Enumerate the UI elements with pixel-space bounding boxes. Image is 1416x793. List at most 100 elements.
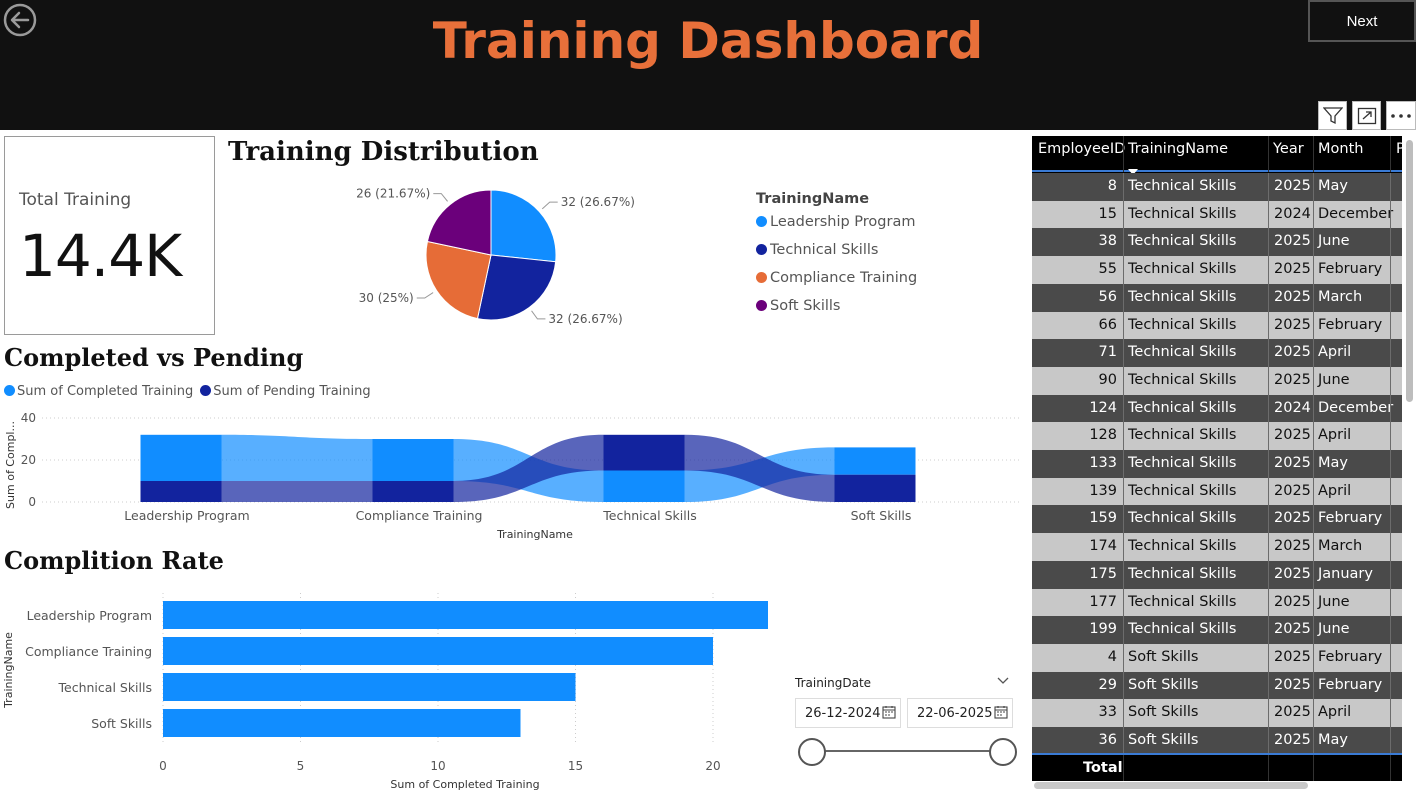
pie-legend-item[interactable]: Leadership Program	[756, 214, 915, 230]
column-header-employeeid[interactable]: EmployeeID	[1038, 141, 1126, 157]
column-divider	[1313, 477, 1314, 506]
cell-trainingname: Technical Skills	[1128, 371, 1237, 388]
page-title: Training Dashboard	[432, 12, 984, 70]
column-divider	[1268, 477, 1269, 506]
x-tick-label: 15	[568, 759, 583, 773]
column-divider	[1313, 394, 1314, 423]
completion-bar	[163, 673, 576, 701]
column-divider	[1313, 588, 1314, 617]
cell-year: 2025	[1274, 178, 1311, 194]
column-divider	[1268, 616, 1269, 645]
cp-legend-item[interactable]: Sum of Pending Training	[200, 384, 371, 399]
table-row[interactable]: 139 Technical Skills 2025 April	[1032, 477, 1402, 506]
chevron-down-icon[interactable]	[996, 672, 1010, 691]
completed-pending-chart[interactable]: 0 20 40 Sum of Compl... TrainingName Leadersh…	[0, 405, 1025, 545]
table-row[interactable]: 36 Soft Skills 2025 May	[1032, 727, 1402, 755]
table-row[interactable]: 199 Technical Skills 2025 June	[1032, 616, 1402, 645]
table-row[interactable]: 175 Technical Skills 2025 January	[1032, 560, 1402, 589]
bar-pending	[140, 481, 222, 502]
end-date-input[interactable]: 22-06-2025	[907, 698, 1013, 728]
slicer-label: TrainingDate	[795, 676, 872, 690]
cell-month: December	[1318, 205, 1394, 222]
pie-slice-leadership-program	[490, 189, 557, 263]
table-row[interactable]: 4 Soft Skills 2025 February	[1032, 643, 1402, 672]
table-total-row: Total	[1032, 753, 1402, 781]
column-header-year[interactable]: Year	[1273, 141, 1304, 157]
table-row[interactable]: 90 Technical Skills 2025 June	[1032, 366, 1402, 395]
distribution-pie-chart[interactable]: 32 (26.67%) 32 (26.67%) 30 (25%) 26 (21.67%…	[300, 170, 700, 340]
cell-trainingname: Technical Skills	[1128, 427, 1237, 444]
completed-pending-legend: Sum of Completed Training Sum of Pending …	[4, 384, 378, 399]
pie-leader-line	[416, 292, 434, 299]
pie-legend-item[interactable]: Soft Skills	[756, 298, 840, 314]
column-header-month[interactable]: Month	[1318, 141, 1364, 157]
focus-mode-icon[interactable]	[1352, 101, 1381, 130]
pie-legend-item[interactable]: Technical Skills	[756, 242, 878, 258]
table-row[interactable]: 133 Technical Skills 2025 May	[1032, 450, 1402, 478]
pie-legend-item[interactable]: Compliance Training	[756, 270, 917, 286]
cp-legend-item[interactable]: Sum of Completed Training	[4, 384, 193, 399]
total-training-card[interactable]: Total Training 14.4K	[4, 136, 215, 335]
column-divider	[1268, 533, 1269, 562]
table-row[interactable]: 29 Soft Skills 2025 February	[1032, 671, 1402, 700]
column-divider	[1390, 755, 1391, 781]
table-row[interactable]: 174 Technical Skills 2025 March	[1032, 533, 1402, 562]
x-tick-label: 10	[430, 759, 445, 773]
cell-year: 2025	[1274, 565, 1311, 582]
cell-employeeid: 133	[1089, 455, 1117, 471]
table-row[interactable]: 159 Technical Skills 2025 February	[1032, 505, 1402, 534]
table-row[interactable]: 55 Technical Skills 2025 February	[1032, 256, 1402, 285]
table-row[interactable]: 71 Technical Skills 2025 April	[1032, 339, 1402, 368]
start-date-input[interactable]: 26-12-2024	[795, 698, 901, 728]
cell-employeeid: 71	[1098, 344, 1117, 361]
slider-end-handle[interactable]	[989, 738, 1017, 766]
more-options-icon[interactable]	[1386, 101, 1416, 130]
legend-label: Soft Skills	[770, 298, 841, 314]
column-divider	[1268, 256, 1269, 285]
column-header-partial[interactable]: P	[1396, 141, 1402, 157]
column-divider	[1313, 450, 1314, 478]
table-row[interactable]: 33 Soft Skills 2025 April	[1032, 699, 1402, 728]
table-row[interactable]: 56 Technical Skills 2025 March	[1032, 283, 1402, 312]
cell-month: March	[1318, 538, 1363, 555]
back-arrow-circle-icon[interactable]	[3, 3, 37, 37]
column-divider	[1123, 394, 1124, 423]
column-divider	[1313, 173, 1314, 201]
y-tick-label: Leadership Program	[27, 608, 152, 623]
slider-start-handle[interactable]	[798, 738, 826, 766]
table-row[interactable]: 15 Technical Skills 2024 December	[1032, 200, 1402, 229]
x-tick-label: Leadership Program	[124, 508, 249, 523]
table-row[interactable]: 8 Technical Skills 2025 May	[1032, 173, 1402, 201]
cell-trainingname: Soft Skills	[1128, 648, 1199, 665]
cell-employeeid: 55	[1098, 261, 1117, 278]
column-divider	[1123, 505, 1124, 534]
table-row[interactable]: 124 Technical Skills 2024 December	[1032, 394, 1402, 423]
filter-icon[interactable]	[1318, 101, 1347, 130]
cell-month: June	[1318, 621, 1350, 638]
training-date-slicer: TrainingDate 26-12-2024 22-06-2025	[790, 670, 1020, 780]
table-row[interactable]: 177 Technical Skills 2025 June	[1032, 588, 1402, 617]
cell-employeeid: 177	[1089, 593, 1117, 610]
cell-year: 2024	[1274, 205, 1311, 222]
cell-month: April	[1318, 482, 1352, 499]
pie-legend-title: TrainingName	[756, 191, 870, 207]
pie-slice-compliance-training	[425, 240, 492, 320]
cell-employeeid: 38	[1098, 233, 1117, 250]
calendar-icon[interactable]	[882, 705, 896, 723]
column-divider	[1390, 256, 1391, 285]
completion-rate-chart[interactable]: 0 5 10 15 20 Sum of Completed Training Trainin…	[0, 585, 790, 793]
table-horizontal-scroll-thumb[interactable]	[1034, 782, 1308, 789]
table-row[interactable]: 66 Technical Skills 2025 February	[1032, 311, 1402, 340]
column-header-trainingname[interactable]: TrainingName	[1128, 141, 1228, 157]
calendar-icon[interactable]	[994, 705, 1008, 723]
next-button[interactable]: Next	[1308, 0, 1416, 42]
training-table[interactable]: EmployeeID TrainingName Year Month P 8 Te…	[1032, 136, 1402, 781]
table-vertical-scroll-thumb[interactable]	[1406, 140, 1413, 402]
table-row[interactable]: 128 Technical Skills 2025 April	[1032, 422, 1402, 451]
column-divider	[1313, 616, 1314, 645]
table-row[interactable]: 38 Technical Skills 2025 June	[1032, 228, 1402, 257]
legend-label: Compliance Training	[770, 270, 918, 286]
column-divider	[1390, 228, 1391, 257]
column-divider	[1123, 366, 1124, 395]
table-vertical-scrollbar[interactable]	[1402, 136, 1416, 781]
